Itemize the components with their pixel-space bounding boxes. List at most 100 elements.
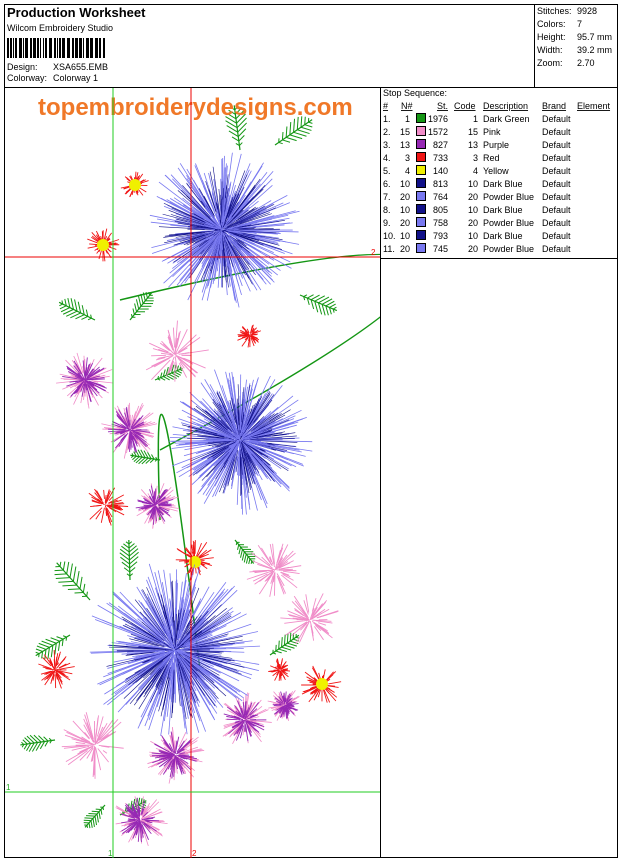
leaf-stitch bbox=[282, 132, 283, 140]
barcode-bar bbox=[30, 38, 32, 58]
column-header: # bbox=[383, 101, 388, 111]
description: Powder Blue bbox=[483, 192, 534, 202]
needle: 4 bbox=[405, 166, 410, 176]
barcode-bar bbox=[19, 38, 22, 58]
leaf-stitch bbox=[55, 570, 64, 571]
stat-label: Stitches: bbox=[537, 6, 572, 16]
leaf-stitch bbox=[279, 142, 283, 143]
barcode-bar bbox=[33, 38, 36, 58]
leaf-stitch bbox=[89, 823, 90, 828]
stop-number: 10. bbox=[383, 231, 396, 241]
leaf-stitch bbox=[120, 557, 129, 564]
code: 20 bbox=[468, 192, 478, 202]
barcode-bar bbox=[45, 38, 47, 58]
leaf-stitch bbox=[333, 307, 336, 309]
color-swatch bbox=[417, 114, 426, 123]
barcode-bar bbox=[40, 38, 41, 58]
leaf-stitch bbox=[51, 638, 60, 641]
leaf-stitch bbox=[290, 122, 291, 135]
barcode-bar bbox=[103, 38, 105, 58]
stitch bbox=[101, 722, 122, 740]
needle: 20 bbox=[400, 218, 410, 228]
leaf-stitch bbox=[95, 816, 97, 825]
stitch bbox=[104, 490, 105, 499]
brand: Default bbox=[542, 153, 571, 163]
stop-number: 7. bbox=[383, 192, 391, 202]
stat-value: 39.2 mm bbox=[577, 45, 612, 55]
leaf-stitch bbox=[161, 378, 166, 381]
leaf-stitch bbox=[226, 121, 238, 128]
leaf-stitch bbox=[37, 646, 46, 649]
leaf-stitch bbox=[238, 123, 247, 132]
description: Purple bbox=[483, 140, 509, 150]
barcode-bar bbox=[59, 38, 61, 58]
stat-label: Width: bbox=[537, 45, 563, 55]
design-label: Design: bbox=[7, 62, 38, 72]
leaf-stitch bbox=[91, 821, 92, 828]
stitch bbox=[243, 728, 244, 735]
leaf-stitch bbox=[57, 637, 64, 639]
colorway: Colorway 1 bbox=[53, 73, 98, 83]
barcode-bar bbox=[72, 38, 74, 58]
leaf-stitch bbox=[77, 571, 79, 585]
stitch bbox=[181, 737, 198, 750]
leaf-stitch bbox=[136, 457, 142, 463]
stitch bbox=[89, 244, 98, 245]
leaf-stitch bbox=[67, 562, 69, 574]
color-swatch bbox=[417, 179, 426, 188]
leaf-stitch bbox=[279, 641, 280, 649]
description: Pink bbox=[483, 127, 501, 137]
code: 20 bbox=[468, 244, 478, 254]
stitch bbox=[277, 576, 284, 594]
color-swatch bbox=[417, 166, 426, 175]
leaf-stitch bbox=[158, 379, 160, 380]
stop-number: 2. bbox=[383, 127, 391, 137]
description: Red bbox=[483, 153, 500, 163]
needle: 15 bbox=[400, 127, 410, 137]
leaf-stitch bbox=[129, 552, 138, 560]
stitches: 764 bbox=[433, 192, 448, 202]
leaf-stitch bbox=[27, 736, 34, 743]
leaf-stitch bbox=[304, 295, 307, 297]
sequence-title: Stop Sequence: bbox=[383, 88, 447, 98]
leaf-stitch bbox=[75, 315, 84, 319]
flower-center bbox=[316, 678, 328, 690]
leaf-stitch bbox=[305, 125, 313, 127]
brand: Default bbox=[542, 192, 571, 202]
leaf-stitch bbox=[36, 649, 43, 651]
stitch bbox=[68, 750, 87, 764]
leaf-stitch bbox=[55, 574, 67, 575]
stop-number: 9. bbox=[383, 218, 391, 228]
leaf-stitch bbox=[307, 295, 313, 298]
guide-label: 1 bbox=[6, 783, 11, 792]
guide-label: 2 bbox=[371, 248, 376, 257]
leaf-stitch bbox=[99, 812, 100, 819]
leaf-stitch bbox=[279, 649, 287, 652]
stitch bbox=[154, 358, 169, 367]
barcode-bar bbox=[62, 38, 65, 58]
column-header: Brand bbox=[542, 101, 566, 111]
code: 10 bbox=[468, 205, 478, 215]
color-swatch bbox=[417, 244, 426, 253]
leaf-stitch bbox=[282, 647, 292, 650]
stitch bbox=[242, 337, 249, 346]
watermark: topembroiderydesigns.com bbox=[38, 94, 353, 121]
leaf-stitch bbox=[308, 122, 312, 123]
color-swatch bbox=[417, 153, 426, 162]
stop-number: 3. bbox=[383, 140, 391, 150]
leaf-stitch bbox=[58, 581, 73, 582]
brand: Default bbox=[542, 244, 571, 254]
leaf-stitch bbox=[75, 593, 84, 594]
leaf-stitch bbox=[61, 308, 70, 312]
color-swatch bbox=[417, 192, 426, 201]
leaf-stitch bbox=[63, 636, 66, 637]
color-swatch bbox=[417, 205, 426, 214]
barcode bbox=[7, 38, 105, 58]
color-swatch bbox=[417, 140, 426, 149]
barcode-bar bbox=[75, 38, 78, 58]
leaf-stitch bbox=[282, 140, 290, 142]
leaf-stitch bbox=[290, 633, 291, 641]
needle: 13 bbox=[400, 140, 410, 150]
needle: 3 bbox=[405, 153, 410, 163]
stitch bbox=[283, 571, 300, 573]
